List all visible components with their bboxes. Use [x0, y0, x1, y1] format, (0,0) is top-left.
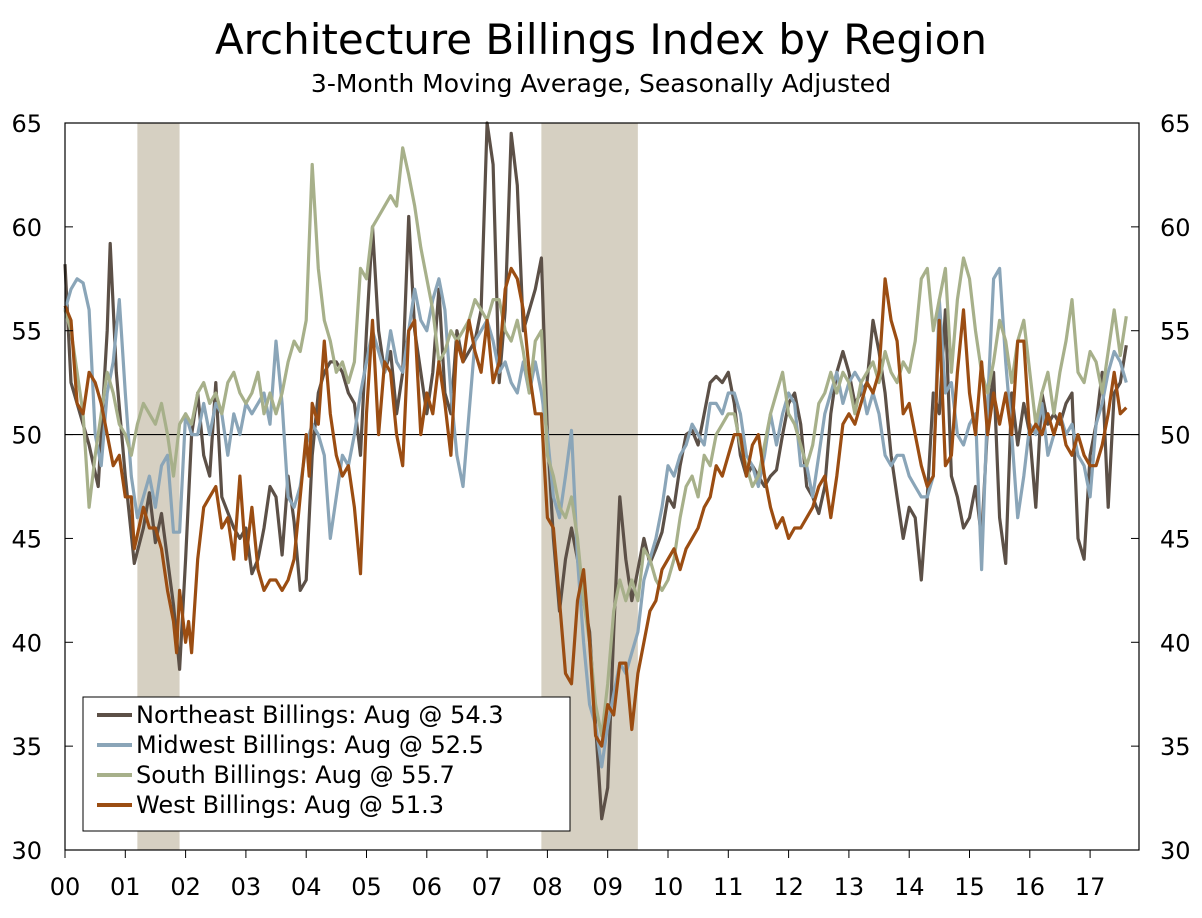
legend-label-2: South Billings: Aug @ 55.7	[136, 761, 455, 789]
ytick-label-left: 40	[11, 629, 42, 657]
ytick-label-right: 50	[1160, 422, 1191, 450]
legend-label-3: West Billings: Aug @ 51.3	[136, 791, 444, 819]
xtick-label: 10	[653, 873, 684, 901]
xtick-label: 11	[713, 873, 744, 901]
axis-ticks: 30 30 35 35 40 40 45 45 50 50 55 55 60 60 65 65 00 01 02 03…	[11, 110, 1190, 901]
xtick-label: 06	[412, 873, 443, 901]
series-lines	[63, 121, 1128, 821]
series-line-2	[63, 146, 1128, 738]
xtick-label: 14	[894, 873, 925, 901]
xtick-label: 00	[50, 873, 81, 901]
xtick-label: 02	[170, 873, 201, 901]
xtick-label: 15	[954, 873, 985, 901]
ytick-label-left: 50	[11, 422, 42, 450]
xtick-label: 04	[291, 873, 322, 901]
ytick-label-left: 35	[11, 733, 42, 761]
ytick-label-right: 65	[1160, 110, 1191, 138]
ytick-label-right: 35	[1160, 733, 1191, 761]
legend-label-0: Northeast Billings: Aug @ 54.3	[136, 701, 504, 729]
chart-title: Architecture Billings Index by Region	[214, 15, 988, 64]
xtick-label: 03	[231, 873, 262, 901]
ytick-label-left: 65	[11, 110, 42, 138]
series-line-0	[63, 121, 1128, 821]
xtick-label: 13	[834, 873, 865, 901]
ytick-label-left: 30	[11, 837, 42, 865]
ytick-label-right: 45	[1160, 525, 1191, 553]
ytick-label-right: 60	[1160, 214, 1191, 242]
legend-box	[82, 696, 571, 832]
ytick-label-left: 60	[11, 214, 42, 242]
xtick-label: 09	[592, 873, 623, 901]
chart-subtitle: 3-Month Moving Average, Seasonally Adjus…	[310, 69, 892, 98]
legend-label-1: Midwest Billings: Aug @ 52.5	[136, 731, 484, 759]
xtick-label: 01	[110, 873, 141, 901]
ytick-label-left: 55	[11, 318, 42, 346]
plot-frame	[64, 122, 1140, 851]
xtick-label: 17	[1075, 873, 1106, 901]
ytick-label-right: 40	[1160, 629, 1191, 657]
series-line-3	[63, 266, 1128, 748]
xtick-label: 08	[532, 873, 563, 901]
xtick-label: 05	[351, 873, 382, 901]
ytick-label-left: 45	[11, 525, 42, 553]
ytick-label-right: 55	[1160, 318, 1191, 346]
xtick-label: 16	[1015, 873, 1046, 901]
xtick-label: 12	[773, 873, 804, 901]
ytick-label-right: 30	[1160, 837, 1191, 865]
xtick-label: 07	[472, 873, 503, 901]
